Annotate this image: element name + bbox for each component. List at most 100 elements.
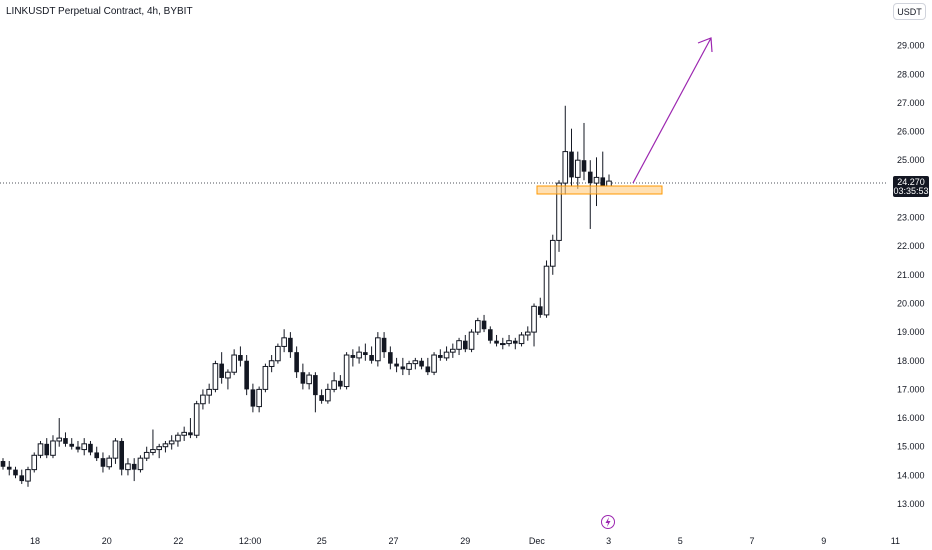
candle	[499, 337, 506, 350]
currency-button[interactable]: USDT	[893, 3, 926, 20]
price-marker-value: 24.270	[897, 177, 925, 187]
y-tick-label: 17.000	[897, 384, 925, 394]
candle	[0, 458, 6, 470]
candle-body	[338, 380, 343, 387]
y-tick-label: 29.000	[897, 41, 925, 51]
candle-body	[325, 388, 331, 402]
candle	[394, 357, 399, 373]
candle	[338, 375, 343, 390]
candle-body	[313, 375, 318, 396]
trend-arrow[interactable]	[632, 37, 713, 184]
price-marker-countdown: 03:35:53	[893, 186, 928, 196]
candle-body	[13, 469, 18, 476]
candle	[606, 174, 612, 187]
x-tick-label: Dec	[529, 536, 546, 546]
candle	[468, 329, 475, 353]
candle	[593, 157, 600, 207]
time-axis[interactable]: 18 20 22 12:00 25 27 29 Dec 3 5 7 9 11	[30, 536, 900, 546]
y-tick-label: 25.000	[897, 155, 925, 165]
candle	[300, 363, 306, 390]
candle	[131, 458, 137, 482]
candle	[56, 418, 63, 447]
candle	[475, 317, 481, 335]
candle-body	[168, 440, 175, 445]
candle	[44, 438, 50, 459]
candle-body	[606, 180, 612, 187]
candle-body	[262, 365, 269, 390]
candle-body	[294, 352, 299, 373]
candle-body	[574, 159, 581, 178]
x-tick-label: 18	[30, 536, 40, 546]
candle-body	[512, 340, 518, 344]
price-axis[interactable]: 13.000 14.000 15.000 16.000 17.000 18.000 19.0…	[897, 41, 925, 509]
support-zone[interactable]	[536, 185, 663, 195]
candle	[31, 452, 38, 473]
candle-body	[250, 389, 256, 407]
candle	[88, 440, 93, 456]
candle	[549, 234, 556, 275]
y-tick-label: 19.000	[897, 327, 925, 337]
candle	[162, 440, 169, 453]
candle-body	[0, 461, 6, 467]
y-tick-label: 16.000	[897, 413, 925, 423]
candle-body	[494, 340, 499, 344]
candle	[193, 400, 200, 439]
candle-body	[587, 171, 593, 184]
candle	[250, 383, 256, 413]
y-tick-label: 21.000	[897, 270, 925, 280]
y-tick-label: 20.000	[897, 298, 925, 308]
candle-body	[499, 343, 506, 346]
candle	[412, 357, 419, 370]
candle	[425, 357, 431, 376]
candle	[268, 355, 275, 373]
candle	[19, 469, 25, 484]
candle	[275, 343, 281, 364]
candle	[537, 297, 543, 318]
candle-body	[193, 403, 200, 436]
candle	[225, 369, 231, 390]
y-tick-label: 13.000	[897, 499, 925, 509]
candle-body	[219, 363, 224, 378]
candle	[75, 440, 81, 453]
candle-body	[394, 363, 399, 367]
candle	[168, 435, 175, 450]
candle	[81, 438, 88, 456]
candle-body	[69, 443, 75, 447]
candle	[343, 352, 350, 390]
candle-body	[56, 437, 63, 442]
candle-body	[306, 374, 312, 385]
candle-body	[569, 151, 574, 178]
candle-body	[100, 458, 106, 467]
candles	[0, 105, 612, 487]
candle-body	[50, 440, 56, 456]
candle	[212, 360, 219, 393]
candle	[25, 466, 31, 487]
candle	[388, 346, 393, 370]
candle	[37, 440, 44, 459]
candle-body	[212, 363, 219, 390]
candle	[369, 346, 374, 364]
candle	[6, 461, 12, 476]
candle-body	[487, 329, 493, 341]
candle	[125, 458, 131, 476]
candle	[381, 332, 387, 358]
candle-body	[369, 355, 374, 361]
candle	[119, 438, 125, 476]
candle-body	[119, 440, 125, 470]
candle-body	[319, 395, 324, 401]
candle-body	[94, 452, 100, 459]
candle	[331, 372, 337, 393]
candle-body	[443, 351, 450, 359]
lightning-bolt-icon[interactable]	[601, 515, 615, 529]
candle-body	[381, 337, 387, 353]
candle-body	[463, 340, 468, 350]
candle	[406, 360, 412, 376]
candle-body	[281, 337, 287, 347]
x-tick-label: 25	[317, 536, 327, 546]
candle	[325, 383, 331, 404]
candle	[143, 446, 150, 462]
x-tick-label: 20	[102, 536, 112, 546]
candle-body	[131, 463, 137, 470]
candle	[431, 352, 437, 376]
